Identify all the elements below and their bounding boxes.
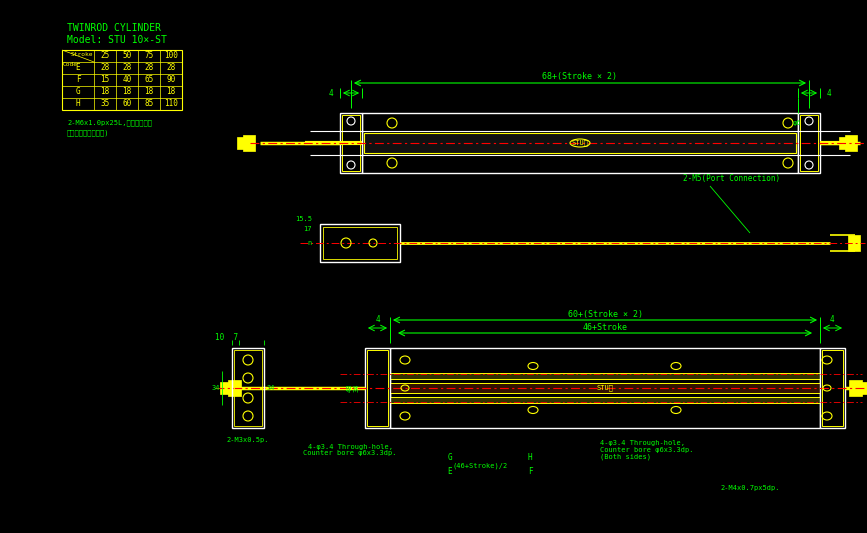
Bar — [849, 380, 862, 396]
Text: 40: 40 — [122, 76, 132, 85]
Text: 75: 75 — [145, 52, 153, 61]
Text: 17: 17 — [303, 226, 312, 232]
Text: 35: 35 — [101, 100, 109, 109]
Text: 90: 90 — [166, 76, 176, 85]
Bar — [237, 137, 245, 149]
Text: H: H — [528, 454, 532, 463]
Text: STU①: STU① — [571, 140, 589, 146]
Bar — [390, 383, 820, 393]
Bar — [243, 135, 255, 151]
Bar — [798, 113, 820, 173]
Text: 15.5: 15.5 — [295, 216, 312, 222]
Bar — [365, 348, 390, 428]
Text: 65: 65 — [145, 76, 153, 85]
Text: F: F — [528, 467, 532, 477]
Text: 18: 18 — [101, 87, 109, 96]
Text: 4-φ3.4 Through-hole,
Counter bore φ6x3.3dp.: 4-φ3.4 Through-hole, Counter bore φ6x3.3… — [303, 443, 397, 456]
Text: 46+Stroke: 46+Stroke — [583, 322, 628, 332]
Text: 60+(Stroke × 2): 60+(Stroke × 2) — [568, 310, 642, 319]
Bar — [390, 373, 820, 379]
Text: G: G — [75, 87, 81, 96]
Text: Code: Code — [62, 61, 77, 67]
Bar — [800, 115, 818, 171]
Text: 28: 28 — [166, 63, 176, 72]
Bar — [232, 348, 264, 428]
Text: (46+Stroke)/2: (46+Stroke)/2 — [453, 463, 507, 469]
Text: 2-M4x0.7px5dp.: 2-M4x0.7px5dp. — [720, 485, 779, 491]
Text: TWINROD CYLINDER: TWINROD CYLINDER — [67, 23, 161, 33]
Text: 28: 28 — [122, 63, 132, 72]
Bar — [234, 350, 262, 426]
Text: 28: 28 — [101, 63, 109, 72]
Bar — [323, 227, 397, 259]
Bar — [220, 382, 230, 394]
Text: 50: 50 — [122, 52, 132, 61]
Text: E: E — [75, 63, 81, 72]
Bar — [320, 224, 400, 262]
Text: 25: 25 — [101, 52, 109, 61]
Text: 18: 18 — [166, 87, 176, 96]
Text: 85: 85 — [145, 100, 153, 109]
Text: n: n — [308, 240, 312, 246]
Bar — [839, 137, 847, 149]
Text: 68+(Stroke × 2): 68+(Stroke × 2) — [543, 72, 617, 82]
Text: 110: 110 — [164, 100, 178, 109]
Bar — [848, 235, 860, 251]
Text: 4: 4 — [827, 88, 831, 98]
Text: F: F — [75, 76, 81, 85]
Bar — [342, 115, 360, 171]
Bar — [820, 348, 845, 428]
Bar — [390, 397, 820, 403]
Text: 2-M5(Port Connection): 2-M5(Port Connection) — [683, 174, 780, 183]
Text: 28: 28 — [145, 63, 153, 72]
Text: 34: 34 — [267, 385, 276, 391]
Bar — [228, 380, 241, 396]
Bar — [62, 50, 182, 110]
Bar — [362, 113, 798, 173]
Bar — [367, 350, 388, 426]
Text: 2-M6x1.0px25L,行程蓋螺絲用: 2-M6x1.0px25L,行程蓋螺絲用 — [67, 120, 152, 126]
Bar — [390, 348, 820, 428]
Text: H: H — [75, 100, 81, 109]
Text: 2-M3x0.5p.: 2-M3x0.5p. — [227, 437, 270, 443]
Text: 4: 4 — [375, 316, 381, 325]
Text: 10  7: 10 7 — [215, 334, 238, 343]
Text: 34: 34 — [212, 385, 220, 391]
Text: 4: 4 — [329, 88, 333, 98]
Bar — [364, 133, 796, 153]
Text: G: G — [447, 454, 453, 463]
Text: 4: 4 — [830, 316, 834, 325]
Bar — [860, 382, 867, 394]
Text: 15: 15 — [101, 76, 109, 85]
Text: Stroke: Stroke — [71, 52, 94, 56]
Bar — [340, 113, 362, 173]
Bar — [845, 135, 857, 151]
Text: 48: 48 — [347, 384, 353, 392]
Text: ※油封都加密封配件): ※油封都加密封配件) — [67, 130, 109, 136]
Bar — [822, 350, 843, 426]
Text: 60: 60 — [122, 100, 132, 109]
Text: STU①: STU① — [596, 385, 614, 391]
Text: Model: STU 10×-ST: Model: STU 10×-ST — [67, 35, 166, 45]
Text: 18: 18 — [145, 87, 153, 96]
Text: E: E — [447, 467, 453, 477]
Text: φ6: φ6 — [793, 120, 801, 126]
Text: 18: 18 — [122, 87, 132, 96]
Text: 100: 100 — [164, 52, 178, 61]
Text: 34: 34 — [354, 384, 360, 392]
Text: 4-φ3.4 Through-hole,
Counter bore φ6x3.3dp.
(Both sides): 4-φ3.4 Through-hole, Counter bore φ6x3.3… — [600, 440, 694, 461]
